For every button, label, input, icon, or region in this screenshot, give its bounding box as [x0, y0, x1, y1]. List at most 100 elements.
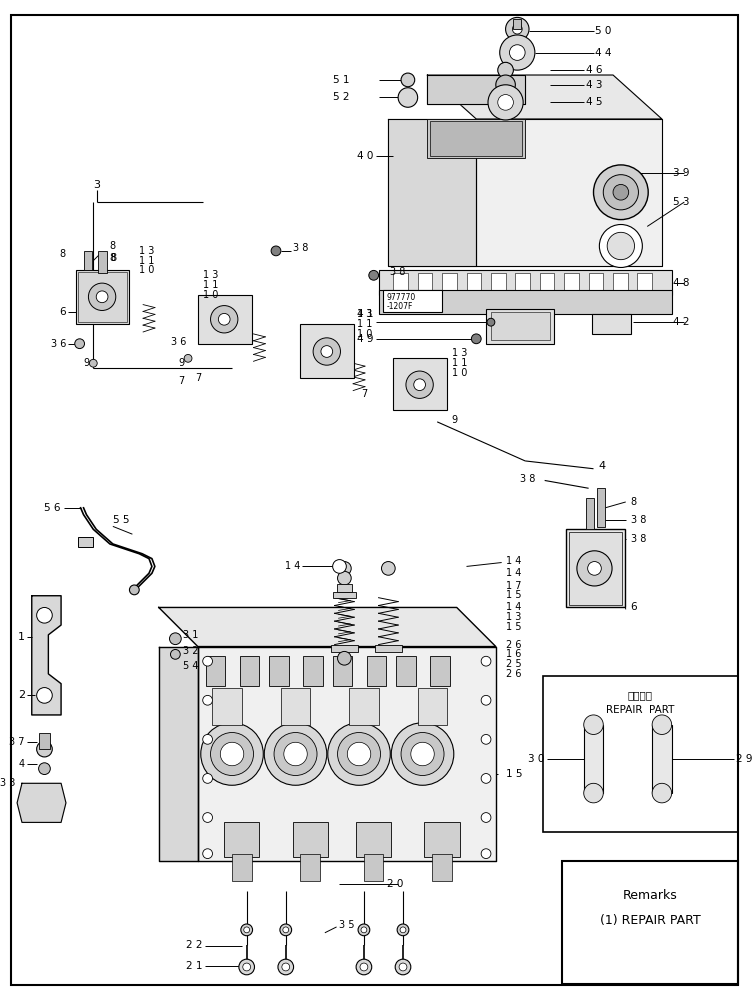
Circle shape [510, 45, 525, 60]
Bar [393, 273, 408, 292]
Circle shape [211, 306, 238, 333]
Circle shape [280, 924, 292, 936]
Text: 1 7: 1 7 [505, 581, 521, 591]
Bar [393, 358, 447, 410]
Circle shape [37, 607, 53, 623]
Text: 1 1: 1 1 [452, 358, 467, 368]
Circle shape [278, 959, 293, 975]
Circle shape [652, 715, 672, 734]
Circle shape [488, 85, 523, 120]
Text: 3 6: 3 6 [171, 337, 186, 347]
Text: 7: 7 [361, 389, 367, 399]
Circle shape [203, 774, 213, 783]
Text: 2 9: 2 9 [736, 754, 752, 764]
Circle shape [244, 927, 250, 933]
Text: 4 6: 4 6 [586, 65, 602, 75]
Circle shape [211, 733, 253, 775]
Circle shape [274, 733, 317, 775]
Bar [597, 488, 605, 527]
Bar [584, 725, 603, 793]
Bar [83, 251, 92, 270]
Bar [613, 273, 628, 292]
Text: (1) REPAIR PART: (1) REPAIR PART [600, 914, 701, 927]
Bar [232, 854, 252, 881]
Text: 4: 4 [19, 759, 25, 769]
Text: 7: 7 [195, 373, 201, 383]
Bar [586, 498, 593, 529]
Text: 1 4: 1 4 [505, 568, 521, 578]
Bar [303, 656, 323, 686]
Circle shape [313, 338, 341, 365]
Bar [486, 309, 554, 344]
Bar [466, 273, 481, 292]
Bar [424, 822, 459, 857]
Bar [332, 592, 356, 598]
Text: 3 2: 3 2 [183, 646, 199, 656]
Text: 4: 4 [599, 461, 605, 471]
Text: 3 5: 3 5 [339, 920, 355, 930]
Circle shape [414, 379, 426, 391]
Circle shape [184, 354, 192, 362]
Circle shape [321, 346, 332, 357]
Text: 1 1: 1 1 [357, 319, 372, 329]
Text: 1 5: 1 5 [505, 590, 521, 600]
Text: 9: 9 [178, 358, 184, 368]
Text: 1 4: 1 4 [285, 561, 300, 571]
Text: 2 6: 2 6 [505, 640, 521, 650]
Circle shape [498, 95, 514, 110]
Text: 8: 8 [109, 241, 115, 251]
Text: 4 2: 4 2 [673, 317, 690, 327]
Polygon shape [32, 596, 61, 715]
Bar [240, 656, 259, 686]
Text: 5 3: 5 3 [673, 197, 690, 207]
Bar [384, 290, 442, 312]
Circle shape [347, 742, 371, 766]
Text: 2 2: 2 2 [186, 940, 203, 950]
Text: 5 2: 5 2 [333, 92, 349, 102]
Bar [99, 251, 107, 273]
Bar [337, 584, 352, 592]
Bar [430, 121, 522, 156]
Text: REPAIR  PART: REPAIR PART [606, 705, 675, 715]
Bar [378, 290, 672, 314]
Circle shape [243, 963, 250, 971]
Circle shape [220, 742, 244, 766]
Circle shape [401, 733, 444, 775]
Circle shape [338, 571, 351, 585]
Circle shape [401, 73, 414, 87]
Polygon shape [427, 75, 525, 104]
Text: Remarks: Remarks [623, 889, 678, 902]
Text: 5 6: 5 6 [44, 503, 61, 513]
Bar [269, 656, 289, 686]
Text: 4 0: 4 0 [357, 151, 374, 161]
Circle shape [505, 17, 529, 41]
Text: 6: 6 [59, 307, 66, 317]
Circle shape [284, 742, 308, 766]
Bar [396, 656, 416, 686]
Text: 1 5: 1 5 [505, 769, 522, 779]
Bar [38, 733, 50, 749]
Bar [300, 854, 320, 881]
Circle shape [89, 283, 116, 310]
Circle shape [481, 813, 491, 822]
Circle shape [607, 232, 635, 260]
Circle shape [239, 959, 254, 975]
Polygon shape [442, 296, 468, 304]
Bar [213, 688, 242, 725]
Text: 3 1: 3 1 [183, 630, 199, 640]
Bar [281, 688, 310, 725]
Circle shape [74, 339, 84, 349]
Circle shape [201, 723, 263, 785]
Circle shape [500, 35, 535, 70]
Bar [224, 822, 259, 857]
Text: 4 5: 4 5 [586, 97, 602, 107]
Text: 9: 9 [452, 415, 458, 425]
Text: 1 3: 1 3 [357, 309, 372, 319]
Bar [430, 656, 450, 686]
Text: 1 0: 1 0 [357, 329, 372, 339]
Text: 1 0: 1 0 [452, 368, 467, 378]
Circle shape [381, 562, 396, 575]
Text: 2 1: 2 1 [186, 961, 203, 971]
Circle shape [587, 562, 602, 575]
Circle shape [282, 963, 290, 971]
